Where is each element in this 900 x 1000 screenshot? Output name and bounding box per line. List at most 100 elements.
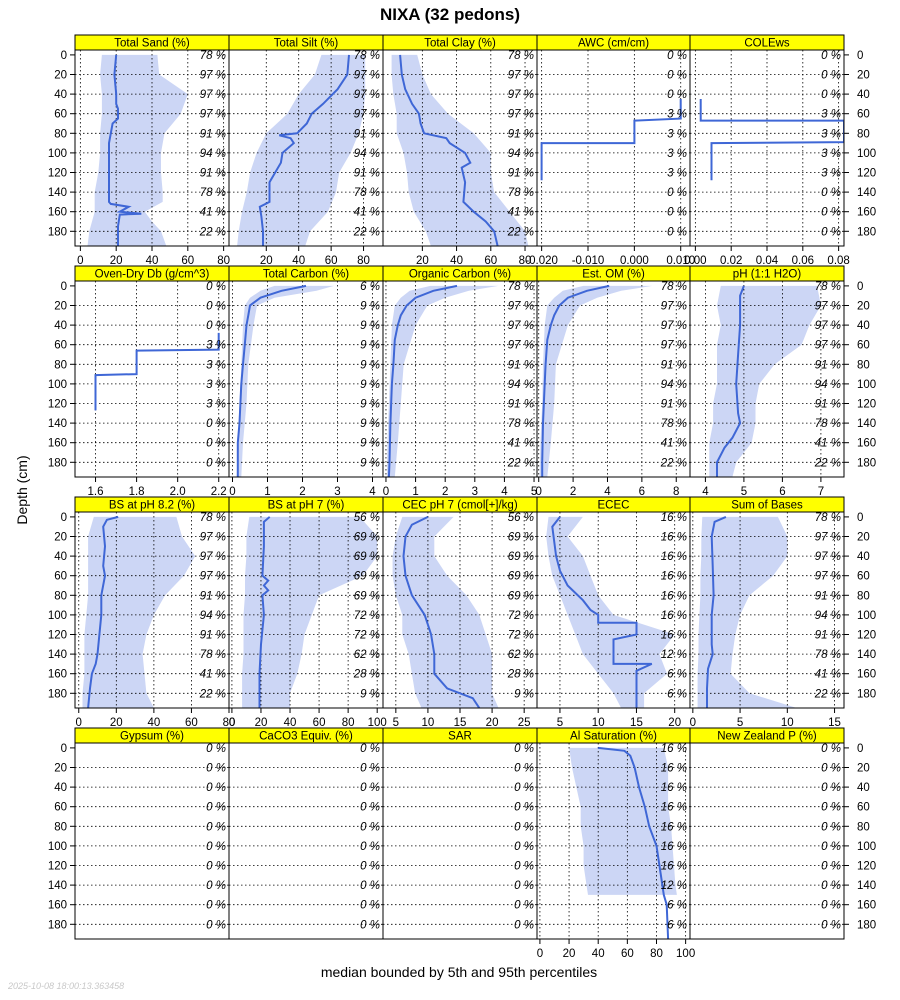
x-tick-label: 10	[422, 717, 435, 729]
pct-label: 3 %	[821, 148, 841, 160]
pct-label: 69 %	[354, 551, 380, 563]
pct-label: 62 %	[508, 649, 534, 661]
y-tick-label: 60	[54, 802, 67, 814]
pct-label: 0 %	[514, 782, 534, 794]
chart-title: NIXA (32 pedons)	[380, 5, 520, 24]
pct-label: 91 %	[508, 168, 534, 180]
pct-label: 91 %	[508, 128, 534, 140]
pct-label: 97 %	[661, 340, 687, 352]
y-tick-label: 140	[857, 187, 876, 199]
x-tick-label: 4	[702, 486, 709, 498]
pct-label: 78 %	[508, 281, 534, 293]
y-tick-label: 60	[857, 802, 870, 814]
pct-label: 72 %	[354, 610, 380, 622]
panel-plot-area	[229, 767, 383, 925]
pct-label: 0 %	[821, 226, 841, 238]
pct-label: 0 %	[514, 919, 534, 931]
panel-plot-area	[383, 281, 537, 477]
panel-plot-area	[75, 281, 229, 477]
y-tick-label: 80	[857, 821, 870, 833]
pct-label: 3 %	[821, 128, 841, 140]
y-tick-label: 120	[48, 168, 67, 180]
pct-label: 0 %	[514, 743, 534, 755]
pct-label: 97 %	[815, 340, 841, 352]
pct-label: 16 %	[661, 512, 687, 524]
y-tick-label: 180	[48, 226, 67, 238]
pct-label: 94 %	[508, 379, 534, 391]
pct-label: 69 %	[508, 590, 534, 602]
median-line	[258, 516, 271, 708]
panel-plot-area	[537, 50, 690, 246]
pct-label: 16 %	[661, 571, 687, 583]
x-tick-label: 0	[383, 486, 389, 498]
pct-label: 97 %	[815, 320, 841, 332]
x-tick-label: 0.02	[720, 255, 742, 267]
pct-label: 0 %	[821, 89, 841, 101]
pct-label: 56 %	[508, 512, 534, 524]
x-tick-label: 20	[110, 255, 123, 267]
pct-label: 78 %	[815, 281, 841, 293]
x-tick-label: 40	[292, 255, 305, 267]
x-tick-label: 0	[229, 486, 235, 498]
panel-plot-area	[537, 743, 690, 939]
y-tick-label: 80	[54, 590, 67, 602]
panel-title: SAR	[448, 731, 472, 743]
pct-label: 0 %	[821, 70, 841, 82]
y-axis-label: Depth (cm)	[14, 455, 30, 524]
pct-label: 0 %	[821, 763, 841, 775]
pct-label: 56 %	[354, 512, 380, 524]
panel-oven-dry-db-g-cm-3: Oven-Dry Db (g/cm^3)0 %0 %0 %3 %3 %3 %3 …	[48, 265, 230, 498]
panel-title: pH (1:1 H2O)	[733, 269, 802, 281]
pct-label: 91 %	[661, 399, 687, 411]
panel-title: BS at pH 8.2 (%)	[109, 500, 195, 512]
pct-label: 0 %	[206, 919, 226, 931]
pct-label: 22 %	[353, 226, 380, 238]
x-tick-label: 2.2	[211, 486, 227, 498]
pct-label: 0 %	[821, 802, 841, 814]
pct-label: 0 %	[360, 763, 380, 775]
pct-label: 9 %	[360, 688, 380, 700]
pct-label: 97 %	[200, 571, 226, 583]
x-tick-label: 0	[229, 717, 235, 729]
pct-label: 78 %	[354, 50, 380, 62]
y-tick-label: 20	[54, 532, 67, 544]
pct-label: 97 %	[815, 551, 841, 563]
y-tick-label: 160	[48, 900, 67, 912]
pct-label: 91 %	[815, 359, 841, 371]
panel-title: COLEws	[744, 38, 790, 50]
pct-label: 3 %	[667, 109, 687, 121]
panel-plot-area	[75, 512, 229, 708]
y-tick-label: 140	[857, 880, 876, 892]
x-tick-label: 20	[563, 948, 576, 960]
x-tick-label: 80	[519, 255, 532, 267]
y-tick-label: 100	[857, 610, 876, 622]
percentile-band	[569, 747, 677, 895]
x-tick-label: 20	[255, 717, 268, 729]
pct-label: 78 %	[354, 187, 380, 199]
x-tick-label: 80	[357, 255, 370, 267]
y-tick-label: 80	[857, 590, 870, 602]
pct-label: 0 %	[821, 187, 841, 199]
panel-plot-area	[383, 767, 537, 925]
panel-plot-area	[229, 512, 383, 708]
y-tick-label: 60	[857, 571, 870, 583]
pct-label: 97 %	[200, 89, 226, 101]
x-tick-label: 15	[828, 717, 841, 729]
median-line	[699, 99, 844, 181]
x-tick-label: 5	[393, 717, 399, 729]
pct-label: 69 %	[354, 532, 380, 544]
pct-label: 72 %	[354, 630, 380, 642]
y-tick-label: 80	[54, 359, 67, 371]
percentile-band	[697, 516, 797, 708]
x-tick-label: 3	[472, 486, 478, 498]
y-tick-label: 0	[857, 512, 863, 524]
pct-label: 3 %	[206, 340, 226, 352]
pct-label: 0 %	[821, 841, 841, 853]
y-tick-label: 160	[857, 438, 876, 450]
pct-label: 9 %	[360, 301, 380, 313]
x-tick-label: 40	[147, 717, 160, 729]
pct-label: 69 %	[354, 590, 380, 602]
pct-label: 41 %	[354, 207, 380, 219]
y-tick-label: 160	[857, 207, 876, 219]
pct-label: 22 %	[507, 226, 534, 238]
